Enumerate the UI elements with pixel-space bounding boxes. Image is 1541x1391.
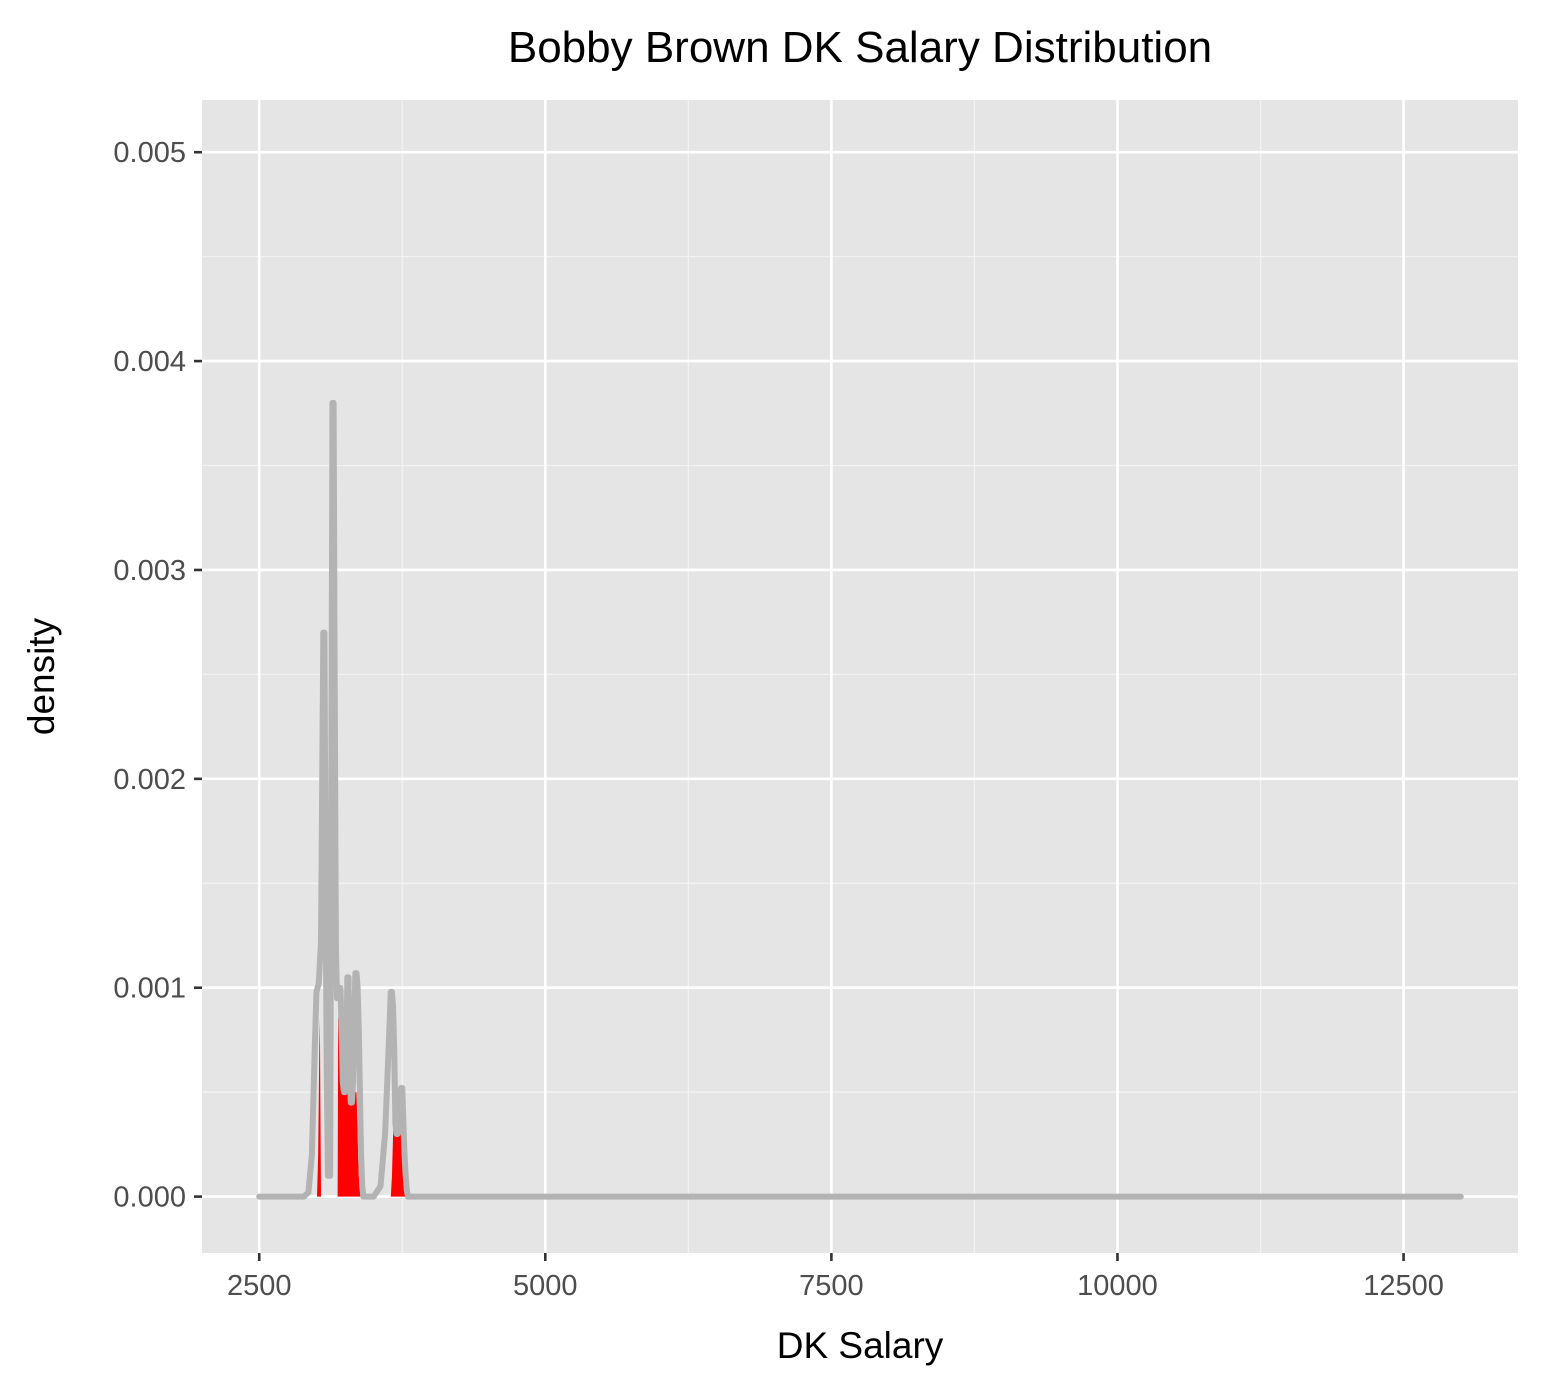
x-axis-title: DK Salary: [777, 1325, 944, 1366]
y-tick-label: 0.000: [113, 1182, 186, 1214]
y-tick-label: 0.005: [113, 137, 186, 169]
x-tick-label: 12500: [1363, 1270, 1444, 1302]
density-lines: [256, 399, 1464, 1200]
y-tick-label: 0.002: [113, 764, 186, 796]
grid-lines: [202, 100, 1518, 1253]
y-tick-label: 0.001: [113, 973, 186, 1005]
y-axis: 0.000 0.001 0.002 0.003 0.004 0.005: [113, 137, 202, 1214]
y-axis-title: density: [21, 617, 62, 735]
x-tick-label: 5000: [513, 1270, 578, 1302]
filled-region: [317, 1019, 322, 1197]
x-tick-label: 10000: [1077, 1270, 1158, 1302]
y-tick-label: 0.003: [113, 555, 186, 587]
y-tick-label: 0.004: [113, 346, 186, 378]
chart-title: Bobby Brown DK Salary Distribution: [508, 23, 1212, 72]
density-line: [256, 399, 1464, 1200]
x-tick-label: 2500: [227, 1270, 292, 1302]
x-axis: 2500 5000 7500 10000 12500: [227, 1253, 1444, 1302]
x-tick-label: 7500: [799, 1270, 864, 1302]
plot-panel: [202, 100, 1518, 1253]
